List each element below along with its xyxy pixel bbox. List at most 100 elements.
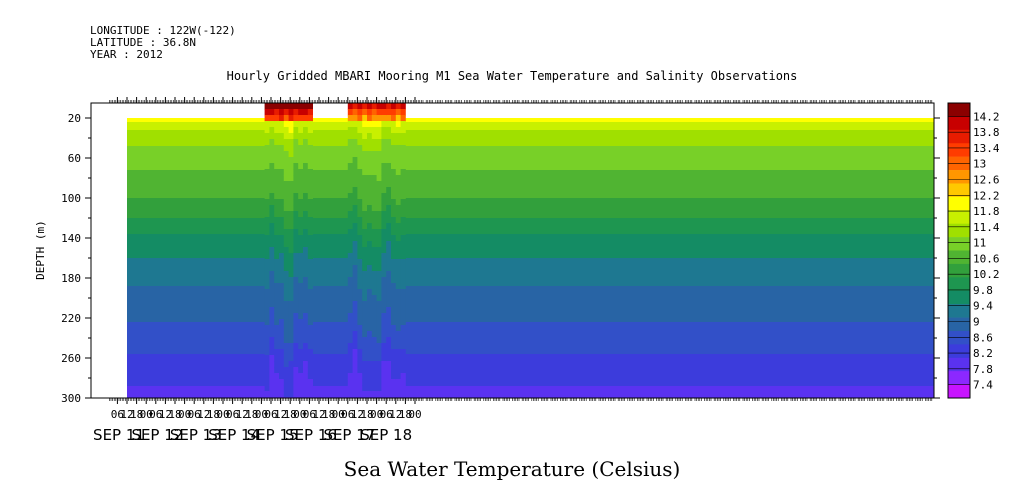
temperature-cell	[371, 271, 377, 278]
temperature-cell	[395, 223, 401, 230]
temperature-cell	[381, 127, 387, 134]
temperature-cell	[293, 163, 299, 170]
temperature-cell	[376, 289, 382, 296]
temperature-cell	[395, 277, 401, 284]
temperature-cell	[279, 355, 285, 362]
temperature-cell	[381, 121, 387, 128]
temperature-cell	[307, 139, 313, 146]
temperature-cell	[269, 343, 275, 350]
temperature-cell	[264, 145, 270, 152]
temperature-cell	[264, 199, 270, 206]
temperature-cell	[288, 151, 294, 158]
x-hour-label: 00	[255, 408, 268, 421]
temperature-cell	[274, 253, 280, 260]
temperature-cell	[381, 349, 387, 356]
temperature-cell	[269, 319, 275, 326]
temperature-cell	[307, 181, 313, 188]
temperature-cell	[386, 109, 392, 116]
temperature-cell	[303, 259, 309, 266]
temperature-cell	[395, 289, 401, 296]
temperature-cell	[352, 391, 358, 398]
colorbar-swatch	[948, 170, 970, 184]
temperature-cell	[395, 271, 401, 278]
temperature-cell	[376, 223, 382, 230]
x-hour-label: 12	[351, 408, 364, 421]
temperature-cell	[376, 379, 382, 386]
temperature-cell	[367, 145, 373, 152]
temperature-cell	[298, 313, 304, 320]
temperature-cell	[357, 103, 363, 110]
temperature-cell	[269, 133, 275, 140]
temperature-cell	[381, 175, 387, 182]
temperature-cell	[376, 211, 382, 218]
temperature-cell	[391, 229, 397, 236]
temperature-cell	[347, 127, 353, 134]
x-hour-label: 06	[149, 408, 162, 421]
temperature-cell	[293, 157, 299, 164]
temperature-cell	[307, 313, 313, 320]
temperature-cell	[274, 187, 280, 194]
temperature-cell	[269, 109, 275, 116]
longitude-label: LONGITUDE : 122W(-122)	[90, 24, 236, 37]
temperature-cell	[283, 355, 289, 362]
temperature-cell	[381, 169, 387, 176]
temperature-cell	[400, 199, 406, 206]
temperature-cell	[386, 385, 392, 392]
temperature-cell	[293, 229, 299, 236]
temperature-band	[127, 390, 934, 395]
temperature-cell	[400, 331, 406, 338]
temperature-cell	[307, 151, 313, 158]
temperature-cell	[298, 319, 304, 326]
temperature-cell	[391, 361, 397, 368]
temperature-cell	[264, 151, 270, 158]
temperature-cell	[352, 385, 358, 392]
temperature-cell	[357, 121, 363, 128]
temperature-cell	[293, 355, 299, 362]
temperature-cell	[283, 307, 289, 314]
temperature-cell	[303, 283, 309, 290]
temperature-cell	[376, 277, 382, 284]
temperature-cell	[307, 343, 313, 350]
temperature-cell	[269, 391, 275, 398]
temperature-cell	[283, 301, 289, 308]
temperature-cell	[279, 385, 285, 392]
temperature-cell	[367, 109, 373, 116]
temperature-cell	[357, 289, 363, 296]
temperature-cell	[269, 349, 275, 356]
temperature-cell	[269, 103, 275, 110]
temperature-cell	[352, 319, 358, 326]
temperature-band	[127, 314, 934, 319]
temperature-cell	[264, 301, 270, 308]
x-axis-label: Sea Water Temperature (Celsius)	[344, 457, 681, 481]
temperature-cell	[269, 373, 275, 380]
temperature-cell	[362, 259, 368, 266]
colorbar-swatch	[948, 344, 970, 359]
temperature-cell	[303, 121, 309, 128]
temperature-cell	[376, 259, 382, 266]
temperature-cell	[347, 217, 353, 224]
temperature-cell	[400, 355, 406, 362]
temperature-cell	[352, 217, 358, 224]
temperature-cell	[279, 169, 285, 176]
temperature-cell	[357, 379, 363, 386]
temperature-cell	[381, 247, 387, 254]
temperature-cell	[371, 331, 377, 338]
temperature-cell	[307, 307, 313, 314]
x-hour-label: 18	[284, 408, 297, 421]
temperature-cell	[352, 241, 358, 248]
colorbar-label: 10.2	[973, 268, 1000, 281]
temperature-cell	[303, 373, 309, 380]
temperature-cell	[279, 373, 285, 380]
temperature-cell	[367, 187, 373, 194]
temperature-cell	[293, 199, 299, 206]
temperature-cell	[357, 355, 363, 362]
temperature-cell	[274, 295, 280, 302]
temperature-band	[127, 318, 934, 323]
temperature-band	[127, 286, 934, 291]
temperature-cell	[264, 259, 270, 266]
colorbar-swatch	[948, 290, 970, 305]
temperature-cell	[391, 187, 397, 194]
temperature-cell	[381, 193, 387, 200]
temperature-cell	[279, 289, 285, 296]
temperature-cell	[283, 337, 289, 344]
